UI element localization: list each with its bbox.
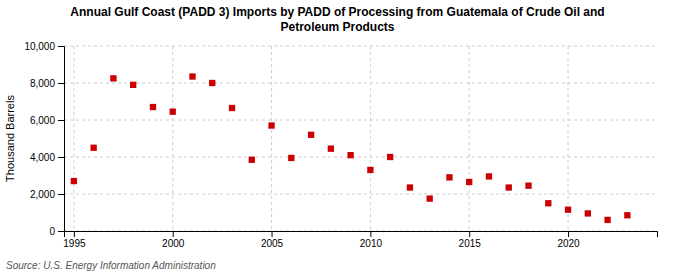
point	[328, 146, 334, 152]
chart: 1995 2000 2005 2010 2015 2020 0 2,000 4,000 6,000…	[0, 0, 675, 275]
grid-line	[469, 46, 470, 231]
grid-line	[568, 46, 569, 231]
tick-label: 1995	[63, 238, 86, 249]
point	[604, 217, 610, 223]
tick: 2000	[162, 231, 185, 249]
tick-label: 2005	[261, 238, 284, 249]
grid-line	[172, 46, 173, 231]
point	[229, 105, 235, 111]
tick-mark	[58, 83, 64, 84]
axis-line	[58, 47, 65, 232]
point	[249, 157, 255, 163]
tick-mark	[58, 120, 64, 121]
point	[90, 145, 96, 151]
tick-label: 6,000	[30, 115, 55, 126]
tick-mark	[58, 157, 64, 158]
point	[387, 154, 393, 160]
grid-line	[271, 46, 272, 231]
y-axis: 0 2,000 4,000 6,000 8,000 10,000	[24, 41, 64, 237]
tick: 2005	[261, 231, 284, 249]
title: Annual Gulf Coast (PADD 3) Imports by PA…	[70, 5, 604, 34]
point	[110, 75, 116, 81]
tick-mark	[568, 231, 569, 237]
point	[209, 80, 215, 86]
points	[71, 73, 631, 223]
tick-label: 10,000	[24, 41, 55, 52]
tick-mark	[272, 231, 273, 237]
point	[466, 179, 472, 185]
y-axis-title: Thousand Barrels	[4, 95, 16, 182]
tick-label: 8,000	[30, 78, 55, 89]
point	[347, 152, 353, 158]
point	[150, 104, 156, 110]
point	[71, 178, 77, 184]
point	[427, 195, 433, 201]
tick-mark	[469, 231, 470, 237]
tick: 0	[49, 226, 64, 237]
tick-mark	[58, 46, 64, 47]
plot-area: 1995 2000 2005 2010 2015 2020 0 2,000 4,000 6,000…	[24, 41, 657, 249]
grid-line	[64, 194, 657, 195]
grid-line	[73, 46, 74, 231]
tick-label: 2,000	[30, 189, 55, 200]
tick: 6,000	[30, 115, 64, 126]
annotation: Source: U.S. Energy Information Administ…	[6, 260, 216, 271]
point	[189, 73, 195, 79]
tick: 2,000	[30, 189, 64, 200]
point	[446, 174, 452, 180]
tick: 10,000	[24, 41, 64, 52]
tick-label: 2015	[459, 238, 482, 249]
point	[407, 184, 413, 190]
tick: 2010	[360, 231, 383, 249]
point	[506, 184, 512, 190]
tick-mark	[173, 231, 174, 237]
point	[170, 109, 176, 115]
point	[565, 207, 571, 213]
tick-label: 4,000	[30, 152, 55, 163]
point	[545, 200, 551, 206]
grid	[64, 46, 657, 231]
point	[288, 155, 294, 161]
point	[308, 132, 314, 138]
point	[268, 122, 274, 128]
tick-mark	[58, 231, 64, 232]
x-axis: 1995 2000 2005 2010 2015 2020	[63, 231, 657, 249]
point	[525, 183, 531, 189]
axis-line	[65, 232, 658, 238]
point	[486, 173, 492, 179]
point	[585, 210, 591, 216]
tick: 1995	[63, 231, 86, 249]
grid-line	[370, 46, 371, 231]
tick-mark	[58, 194, 64, 195]
tick-label: 2010	[360, 238, 383, 249]
tick-label: 2000	[162, 238, 185, 249]
tick-label: 0	[49, 226, 55, 237]
tick-label: 2020	[557, 238, 580, 249]
point	[367, 167, 373, 173]
tick: 2020	[557, 231, 580, 249]
tick: 8,000	[30, 78, 64, 89]
tick: 2015	[459, 231, 482, 249]
tick-mark	[370, 231, 371, 237]
point	[624, 212, 630, 218]
tick: 4,000	[30, 152, 64, 163]
point	[130, 82, 136, 88]
tick-mark	[74, 231, 75, 237]
